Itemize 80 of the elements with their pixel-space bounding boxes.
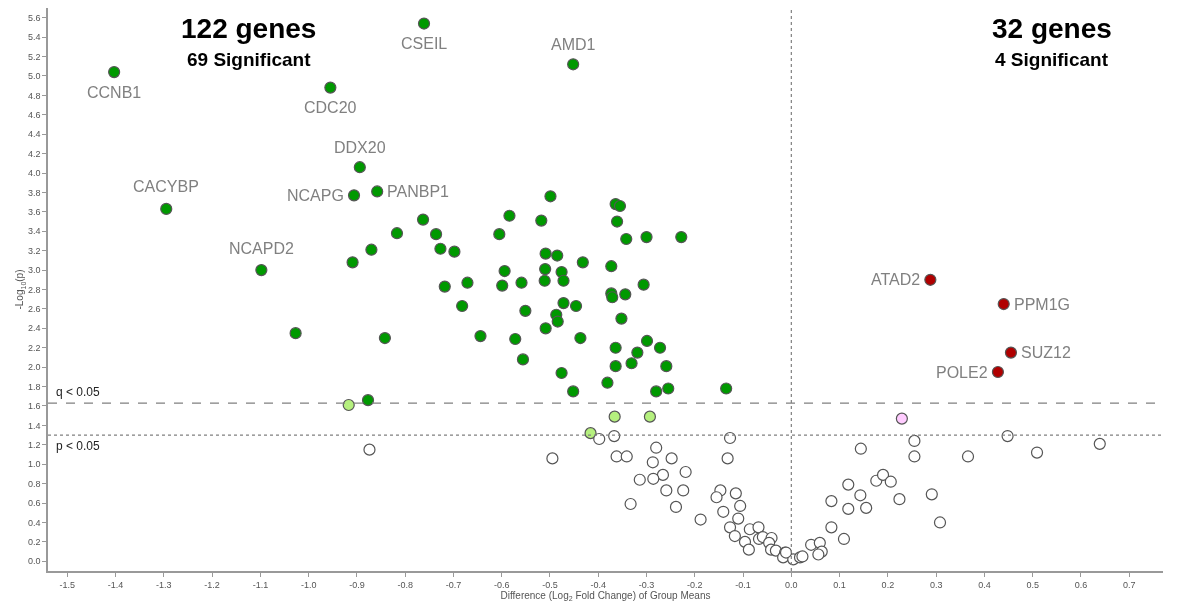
x-axis-title: Difference (Log$_{2}$ Fold Change) of Group Means — [500, 589, 711, 602]
y-tick-label: 5.2 — [27, 51, 41, 62]
x-tick-label: -0.7 — [445, 579, 462, 590]
y-tick-label: 0.0 — [27, 556, 41, 567]
point — [643, 410, 657, 423]
y-tick-label: 1.4 — [27, 420, 41, 431]
y-tick-label: 2.8 — [27, 284, 41, 295]
point — [1004, 346, 1018, 359]
y-tick-label: 0.6 — [27, 498, 41, 509]
y-tick-label: 5.4 — [27, 32, 41, 43]
annotation: 122 genes — [181, 13, 317, 44]
y-tick-label: 0.8 — [27, 478, 41, 489]
annotation: CSEIL — [401, 35, 448, 52]
x-tick-label: -0.8 — [397, 579, 413, 590]
annotation: NCAPD2 — [229, 240, 295, 257]
y-tick-label: 3.2 — [27, 245, 41, 256]
x-tick-label: -0.4 — [590, 579, 607, 590]
y-tick-label: 2.6 — [27, 304, 41, 315]
y-tick-label: 4.6 — [27, 109, 41, 120]
y-tick-label: 0.4 — [27, 517, 41, 528]
x-tick-label: 0.2 — [881, 579, 895, 590]
x-tick-label: -1.1 — [252, 579, 269, 590]
x-tick-label: -1.5 — [59, 579, 76, 590]
y-tick-label: 0.2 — [27, 537, 41, 548]
annotation: 69 Significant — [187, 49, 312, 70]
x-tick-label: 0.7 — [1122, 579, 1136, 590]
annotation: PPM1G — [1014, 296, 1071, 313]
x-tick-label: 0.1 — [833, 579, 846, 590]
y-tick-label: 3.4 — [27, 226, 41, 237]
annotation: POLE2 — [936, 364, 988, 381]
y-tick-label: 2.2 — [27, 342, 41, 353]
point — [342, 398, 355, 412]
y-tick-label: 2.4 — [27, 323, 41, 334]
point — [991, 365, 1005, 379]
x-tick-label: -1.0 — [300, 579, 317, 590]
x-tick-label: -0.3 — [638, 579, 655, 590]
y-tick-label: 1.0 — [27, 459, 41, 470]
y-tick-label: 2.0 — [27, 362, 41, 373]
y-tick-label: 4.8 — [27, 90, 41, 101]
y-tick-label: 1.2 — [27, 439, 41, 450]
annotation: NCAPG — [287, 187, 344, 204]
x-tick-label: -0.5 — [542, 579, 558, 590]
y-tick-label: 4.0 — [27, 168, 41, 179]
annotation: PANBP1 — [387, 183, 450, 200]
annotation: AMD1 — [551, 36, 596, 53]
x-tick-label: -1.4 — [107, 579, 124, 590]
x-tick-label: -1.2 — [204, 579, 220, 590]
y-tick-label: 4.4 — [27, 129, 41, 140]
x-tick-label: -0.9 — [349, 579, 365, 590]
annotation: CDC20 — [304, 99, 357, 116]
x-tick-label: 0.5 — [1026, 579, 1039, 590]
annotation: 32 genes — [992, 13, 1112, 44]
x-tick-label: -0.6 — [493, 579, 510, 590]
y-tick-label: 1.6 — [27, 401, 41, 412]
x-tick-label: 0.4 — [978, 579, 991, 590]
x-tick-label: -1.3 — [156, 579, 172, 590]
ref-line-label: q < 0.05 — [56, 385, 101, 399]
annotation: CCNB1 — [87, 84, 142, 101]
y-tick-label: 3.6 — [27, 206, 41, 217]
ref-line-label: p < 0.05 — [56, 439, 101, 453]
point — [924, 273, 937, 286]
x-tick-label: 0.6 — [1074, 579, 1088, 590]
annotation: 4 Significant — [995, 49, 1109, 70]
annotation: ATAD2 — [871, 271, 921, 288]
annotation: DDX20 — [334, 139, 386, 156]
annotation: SUZ12 — [1021, 344, 1071, 361]
x-tick-label: 0.3 — [929, 579, 943, 590]
point — [608, 410, 621, 423]
x-tick-label: 0.0 — [785, 579, 798, 590]
annotation: CACYBP — [133, 178, 199, 195]
x-tick-label: -0.2 — [687, 579, 703, 590]
y-tick-label: 4.2 — [27, 148, 41, 159]
y-tick-label: 1.8 — [27, 381, 41, 392]
y-tick-label: 3.8 — [27, 187, 41, 198]
point — [895, 412, 908, 425]
y-tick-label: 5.0 — [27, 71, 41, 82]
y-tick-label: 5.6 — [27, 12, 41, 23]
x-tick-label: -0.1 — [735, 579, 751, 590]
point — [997, 297, 1010, 311]
y-tick-label: 3.0 — [27, 265, 41, 276]
